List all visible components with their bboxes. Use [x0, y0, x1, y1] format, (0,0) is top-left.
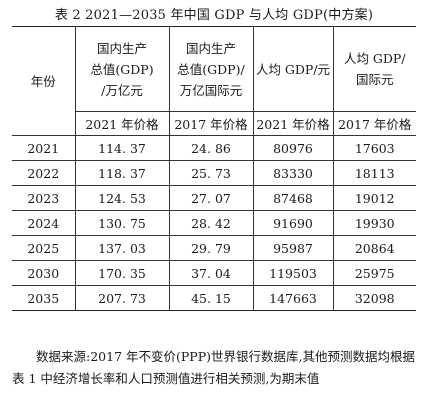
- header-pc-intl: 人均 GDP/ 国际元: [332, 26, 416, 112]
- cell-gdp-intl: 24. 86: [168, 135, 254, 161]
- subheader-pc-cny: 2021 年价格: [252, 111, 334, 136]
- cell-gdp-cny: 137. 03: [74, 235, 170, 261]
- cell-gdp-intl: 25. 73: [168, 160, 254, 186]
- header-gdp-intl-line3: 万亿国际元: [179, 82, 243, 98]
- cell-pc-intl: 25975: [332, 260, 416, 286]
- cell-pc-cny: 147663: [252, 285, 334, 311]
- cell-pc-cny: 119503: [252, 260, 334, 286]
- cell-pc-intl: 32098: [332, 285, 416, 311]
- cell-year: 2024: [12, 210, 76, 236]
- cell-year: 2030: [12, 260, 76, 286]
- table-caption: 表 2 2021—2035 年中国 GDP 与人均 GDP(中方案): [54, 8, 374, 23]
- cell-pc-cny: 80976: [252, 135, 334, 161]
- cell-gdp-cny: 124. 53: [74, 185, 170, 211]
- header-pc-cny: 人均 GDP/元: [252, 26, 334, 112]
- table-row: 2025 137. 03 29. 79 95987 20864: [12, 235, 416, 261]
- note-line-2: 据均根据表 1 中经济增长率和人口预测值进行相关预测,为期末值: [12, 349, 415, 386]
- cell-gdp-intl: 37. 04: [168, 260, 254, 286]
- cell-year: 2025: [12, 235, 76, 261]
- cell-pc-intl: 19930: [332, 210, 416, 236]
- subheader-pc-intl: 2017 年价格: [332, 111, 416, 136]
- cell-gdp-intl: 29. 79: [168, 235, 254, 261]
- table-row: 2021 114. 37 24. 86 80976 17603: [12, 135, 416, 161]
- header-year: 年份: [12, 26, 76, 136]
- cell-gdp-intl: 45. 15: [168, 285, 254, 311]
- subheader-gdp-cny: 2021 年价格: [74, 111, 170, 136]
- cell-pc-cny: 83330: [252, 160, 334, 186]
- cell-gdp-intl: 27. 07: [168, 185, 254, 211]
- header-gdp-cny-line1: 国内生产: [96, 40, 147, 56]
- header-gdp-intl-line1: 国内生产: [185, 40, 236, 56]
- data-source-note: 数据来源:2017 年不变价(PPP)世界银行数据库,其他预测数据均根据表 1 …: [12, 346, 422, 390]
- cell-gdp-cny: 118. 37: [74, 160, 170, 186]
- cell-gdp-intl: 28. 42: [168, 210, 254, 236]
- header-gdp-cny-line2: 总值(GDP): [90, 61, 154, 77]
- cell-year: 2023: [12, 185, 76, 211]
- header-gdp-intl-line2: 总值(GDP)/: [177, 61, 245, 77]
- cell-year: 2035: [12, 285, 76, 311]
- header-gdp-cny: 国内生产 总值(GDP) /万亿元: [74, 26, 170, 112]
- cell-pc-intl: 19012: [332, 185, 416, 211]
- table-row: 2022 118. 37 25. 73 83330 18113: [12, 160, 416, 186]
- header-pc-intl-line1: 人均 GDP/: [343, 51, 406, 66]
- cell-year: 2021: [12, 135, 76, 161]
- note-line-1: 数据来源:2017 年不变价(PPP)世界银行数据库,其他预测数: [36, 349, 365, 364]
- subheader-row: 2021 年价格 2017 年价格 2021 年价格 2017 年价格: [12, 111, 416, 136]
- table-row: 2024 130. 75 28. 42 91690 19930: [12, 210, 416, 236]
- cell-gdp-cny: 130. 75: [74, 210, 170, 236]
- gdp-table: 年份 国内生产 总值(GDP) /万亿元 国内生产 总值(GDP)/ 万亿国际元…: [12, 26, 416, 311]
- cell-gdp-cny: 114. 37: [74, 135, 170, 161]
- cell-pc-cny: 87468: [252, 185, 334, 211]
- cell-pc-cny: 91690: [252, 210, 334, 236]
- cell-pc-intl: 20864: [332, 235, 416, 261]
- cell-pc-intl: 18113: [332, 160, 416, 186]
- cell-pc-intl: 17603: [332, 135, 416, 161]
- header-gdp-intl: 国内生产 总值(GDP)/ 万亿国际元: [168, 26, 254, 112]
- cell-year: 2022: [12, 160, 76, 186]
- table-row: 2030 170. 35 37. 04 119503 25975: [12, 260, 416, 286]
- table-row: 2035 207. 73 45. 15 147663 32098: [12, 285, 416, 311]
- cell-gdp-cny: 207. 73: [74, 285, 170, 311]
- subheader-gdp-intl: 2017 年价格: [168, 111, 254, 136]
- cell-gdp-cny: 170. 35: [74, 260, 170, 286]
- header-pc-intl-line2: 国际元: [355, 72, 394, 87]
- header-gdp-cny-line3: /万亿元: [101, 82, 143, 98]
- cell-pc-cny: 95987: [252, 235, 334, 261]
- table-row: 2023 124. 53 27. 07 87468 19012: [12, 185, 416, 211]
- header-row: 年份 国内生产 总值(GDP) /万亿元 国内生产 总值(GDP)/ 万亿国际元…: [12, 26, 416, 136]
